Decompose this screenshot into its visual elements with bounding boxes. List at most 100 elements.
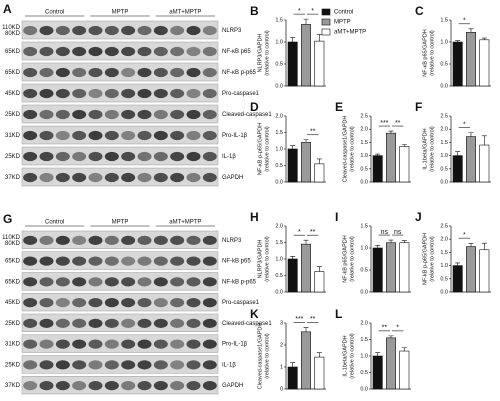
size-marker: 37KD: [5, 175, 21, 181]
panel-letter: J: [415, 210, 422, 224]
blot-band: [72, 67, 87, 78]
blot-band: [72, 151, 87, 162]
group-label: Control: [45, 220, 64, 226]
blot-band: [186, 298, 201, 308]
blot-band: [39, 151, 54, 162]
blot-band: [202, 339, 217, 349]
blot-band: [121, 151, 136, 162]
blot-band: [137, 256, 152, 266]
blot-band: [202, 277, 217, 287]
y-tick-label: 0.5: [275, 61, 283, 67]
bar: [287, 41, 298, 87]
protein-label: NLRP3: [222, 28, 242, 34]
blot-strip: [21, 230, 219, 249]
blot-strip: [21, 167, 219, 187]
blot-band: [55, 318, 70, 328]
blot-band: [153, 109, 168, 120]
blot-band: [153, 235, 168, 245]
blot-band: [170, 67, 185, 78]
y-axis-label: (relative to control): [264, 126, 270, 172]
blot-band: [170, 256, 185, 266]
y-tick-label: 1.5: [440, 17, 448, 23]
blot-band: [104, 318, 119, 328]
bar: [466, 246, 476, 293]
y-axis-label: (relative to control): [264, 333, 270, 379]
y-tick-label: 0.5: [275, 163, 283, 169]
protein-label: GAPDH: [222, 175, 243, 181]
blot-band: [39, 360, 54, 370]
blot-band: [137, 109, 152, 120]
blot-strip: [21, 334, 219, 353]
blot-band: [121, 235, 136, 245]
blot-band: [23, 151, 38, 162]
blot-band: [153, 360, 168, 370]
protein-label: IL-1β: [222, 154, 236, 160]
blot-band: [202, 298, 217, 308]
blot-band: [170, 360, 185, 370]
blot-band: [186, 339, 201, 349]
blot-band: [23, 298, 38, 308]
blot-band: [137, 130, 152, 141]
y-axis-label: NF-κB p65/GAPDH: [422, 29, 428, 76]
bar: [399, 350, 410, 390]
y-axis-label: NF-kB p65/GAPDH: [342, 235, 348, 282]
blot-band: [39, 88, 54, 99]
group-label: MPTP: [112, 220, 129, 226]
bar: [287, 366, 298, 390]
legend-label: MPTP: [334, 20, 351, 26]
error-bar: [303, 239, 309, 245]
y-tick-label: 2.5: [440, 113, 448, 119]
y-tick-label: 1.0: [360, 245, 368, 251]
y-axis-label: NF-κB p-p65/GAPDH: [257, 123, 263, 175]
blot-band: [88, 381, 103, 391]
blot-band: [104, 360, 119, 370]
blot-band: [170, 130, 185, 141]
blot-band: [170, 151, 185, 162]
blot-band: [88, 235, 103, 245]
y-tick-label: 0.0: [275, 179, 283, 185]
error-bar: [388, 130, 394, 134]
blot-band: [88, 130, 103, 141]
legend-label: Control: [334, 10, 353, 16]
y-tick-label: 1.0: [275, 256, 283, 262]
blot-band: [88, 339, 103, 349]
size-marker: 65KD: [5, 70, 21, 76]
blot-band: [121, 381, 136, 391]
panel-letter: E: [335, 100, 343, 114]
blot-band: [88, 360, 103, 370]
blot-band: [121, 46, 136, 57]
blot-band: [55, 109, 70, 120]
blot-band: [23, 339, 38, 349]
bar: [314, 40, 325, 87]
error-bar: [316, 158, 322, 164]
blot-band: [186, 172, 201, 183]
blot-band: [55, 277, 70, 287]
bar: [479, 39, 490, 87]
blot-band: [153, 67, 168, 78]
blot-band: [104, 151, 119, 162]
blot-band: [39, 46, 54, 57]
blot-band: [170, 172, 185, 183]
significance-label: ***: [295, 316, 303, 323]
blot-band: [121, 318, 136, 328]
blot-band: [137, 298, 152, 308]
blot-band: [88, 88, 103, 99]
y-axis-label: NF-kB p-p65/GAPDH: [422, 233, 428, 285]
blot-band: [202, 151, 217, 162]
blot-band: [186, 109, 201, 120]
blot-band: [121, 25, 136, 36]
size-marker: 65KD: [5, 49, 21, 55]
y-tick-label: 1.0: [440, 39, 448, 45]
blot-band: [88, 318, 103, 328]
y-tick-label: 1.5: [440, 250, 448, 256]
bar: [287, 148, 298, 183]
bar: [466, 32, 476, 87]
blot-band: [23, 130, 38, 141]
blot-band: [104, 172, 119, 183]
blot-band: [202, 130, 217, 141]
blot-band: [72, 130, 87, 141]
y-tick-label: 2.0: [360, 127, 368, 133]
legend-label: aMT+MPTP: [334, 30, 366, 36]
blot-band: [72, 277, 87, 287]
